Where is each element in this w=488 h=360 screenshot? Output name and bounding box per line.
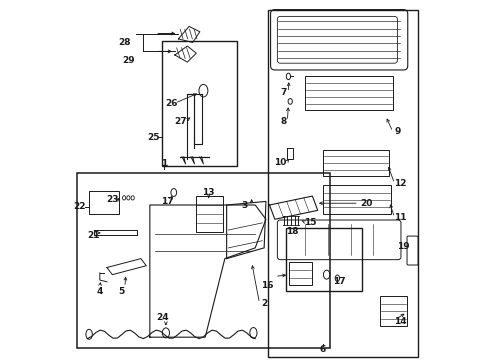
- Text: 3: 3: [241, 201, 247, 210]
- Bar: [288, 262, 312, 285]
- Bar: [77, 173, 329, 348]
- Text: 26: 26: [164, 99, 177, 108]
- Bar: [380, 296, 406, 327]
- Text: 11: 11: [393, 213, 406, 222]
- Text: 13: 13: [202, 188, 215, 197]
- Text: 25: 25: [147, 132, 159, 141]
- Text: 17: 17: [332, 277, 345, 286]
- Bar: [323, 185, 390, 214]
- Text: 24: 24: [156, 313, 168, 322]
- Text: 5: 5: [118, 287, 124, 296]
- Text: 23: 23: [106, 195, 118, 204]
- Text: 15: 15: [304, 218, 316, 227]
- Bar: [196, 196, 223, 232]
- Text: 19: 19: [396, 242, 409, 251]
- Text: 2: 2: [261, 299, 267, 308]
- Bar: [305, 76, 392, 111]
- Text: 9: 9: [394, 127, 401, 136]
- Bar: [285, 228, 362, 291]
- Text: 12: 12: [393, 179, 406, 188]
- Text: 16: 16: [261, 281, 273, 290]
- Text: 8: 8: [280, 117, 286, 126]
- Text: 22: 22: [73, 202, 85, 211]
- Text: 29: 29: [122, 56, 134, 65]
- Bar: [267, 10, 417, 357]
- Text: 21: 21: [87, 231, 100, 240]
- Bar: [89, 191, 119, 214]
- Text: 7: 7: [280, 88, 286, 97]
- Text: 20: 20: [359, 199, 371, 208]
- Text: 1: 1: [161, 159, 167, 168]
- Text: 4: 4: [97, 287, 103, 296]
- Text: 14: 14: [393, 316, 406, 325]
- Text: 17: 17: [161, 197, 174, 206]
- Text: 6: 6: [319, 345, 325, 354]
- Bar: [323, 150, 388, 176]
- Text: 28: 28: [118, 38, 131, 47]
- Text: 18: 18: [286, 227, 298, 236]
- Text: 10: 10: [273, 158, 286, 167]
- Bar: [162, 41, 237, 166]
- Text: 27: 27: [174, 117, 186, 126]
